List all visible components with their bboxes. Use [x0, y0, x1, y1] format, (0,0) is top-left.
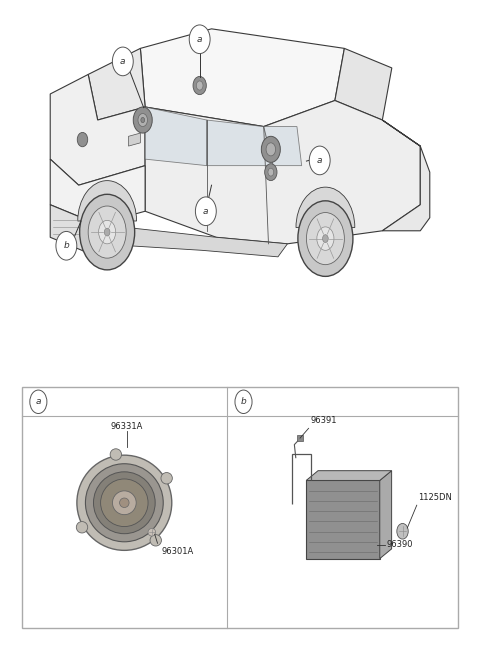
Text: 1125DN: 1125DN	[418, 493, 452, 502]
Polygon shape	[145, 107, 207, 166]
Ellipse shape	[150, 535, 161, 546]
Polygon shape	[207, 120, 273, 166]
Circle shape	[104, 228, 110, 236]
Text: 96331A: 96331A	[110, 422, 143, 431]
Polygon shape	[50, 74, 145, 185]
Circle shape	[261, 136, 280, 162]
FancyBboxPatch shape	[306, 480, 380, 558]
Circle shape	[189, 25, 210, 54]
Ellipse shape	[85, 464, 163, 542]
Circle shape	[397, 524, 408, 539]
Text: 96301A: 96301A	[161, 547, 193, 556]
Polygon shape	[383, 120, 430, 231]
Circle shape	[112, 47, 133, 76]
Ellipse shape	[76, 522, 88, 533]
Circle shape	[98, 220, 116, 244]
Circle shape	[317, 227, 334, 250]
Circle shape	[193, 76, 206, 95]
Circle shape	[195, 197, 216, 225]
Text: a: a	[36, 397, 41, 406]
FancyBboxPatch shape	[22, 387, 458, 628]
Circle shape	[323, 235, 328, 242]
Polygon shape	[145, 101, 420, 244]
Circle shape	[309, 146, 330, 175]
Circle shape	[268, 168, 274, 176]
Polygon shape	[264, 127, 301, 166]
Ellipse shape	[148, 528, 156, 536]
Ellipse shape	[94, 472, 155, 533]
Text: 96391: 96391	[311, 416, 337, 425]
Circle shape	[196, 81, 203, 90]
Circle shape	[56, 231, 77, 260]
Circle shape	[88, 206, 126, 258]
Ellipse shape	[112, 491, 136, 514]
Circle shape	[264, 164, 277, 181]
Circle shape	[298, 201, 353, 277]
Wedge shape	[296, 187, 355, 227]
Text: b: b	[240, 397, 246, 406]
Circle shape	[266, 143, 276, 156]
Circle shape	[80, 194, 135, 270]
Ellipse shape	[161, 472, 172, 484]
Ellipse shape	[120, 498, 129, 507]
Circle shape	[235, 390, 252, 413]
Text: b: b	[63, 241, 69, 250]
Polygon shape	[335, 49, 392, 120]
Polygon shape	[129, 133, 140, 146]
Text: a: a	[203, 207, 209, 215]
Polygon shape	[88, 49, 145, 120]
FancyBboxPatch shape	[297, 435, 303, 442]
Circle shape	[133, 107, 152, 133]
Text: a: a	[317, 156, 323, 165]
Circle shape	[138, 114, 147, 127]
Circle shape	[30, 390, 47, 413]
Polygon shape	[380, 470, 392, 558]
Ellipse shape	[110, 449, 121, 460]
Circle shape	[141, 118, 144, 123]
Wedge shape	[78, 181, 137, 221]
Polygon shape	[50, 205, 97, 257]
Ellipse shape	[77, 455, 172, 551]
Text: 96390: 96390	[387, 540, 413, 549]
Circle shape	[77, 133, 88, 147]
Text: a: a	[120, 57, 126, 66]
Polygon shape	[97, 224, 288, 257]
Circle shape	[306, 213, 344, 265]
Polygon shape	[306, 470, 392, 480]
Ellipse shape	[101, 479, 148, 526]
Text: a: a	[197, 35, 203, 44]
Polygon shape	[50, 159, 145, 224]
Polygon shape	[140, 29, 344, 127]
